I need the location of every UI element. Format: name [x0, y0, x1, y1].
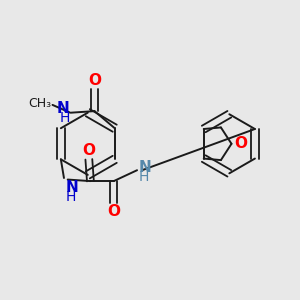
Text: O: O [107, 204, 120, 219]
Text: N: N [138, 160, 151, 175]
Text: O: O [88, 73, 101, 88]
Text: O: O [82, 143, 95, 158]
Text: H: H [65, 190, 76, 204]
Text: CH₃: CH₃ [28, 97, 51, 110]
Text: H: H [59, 111, 70, 125]
Text: N: N [65, 181, 78, 196]
Text: N: N [57, 101, 70, 116]
Text: O: O [235, 136, 248, 151]
Text: H: H [138, 170, 149, 184]
